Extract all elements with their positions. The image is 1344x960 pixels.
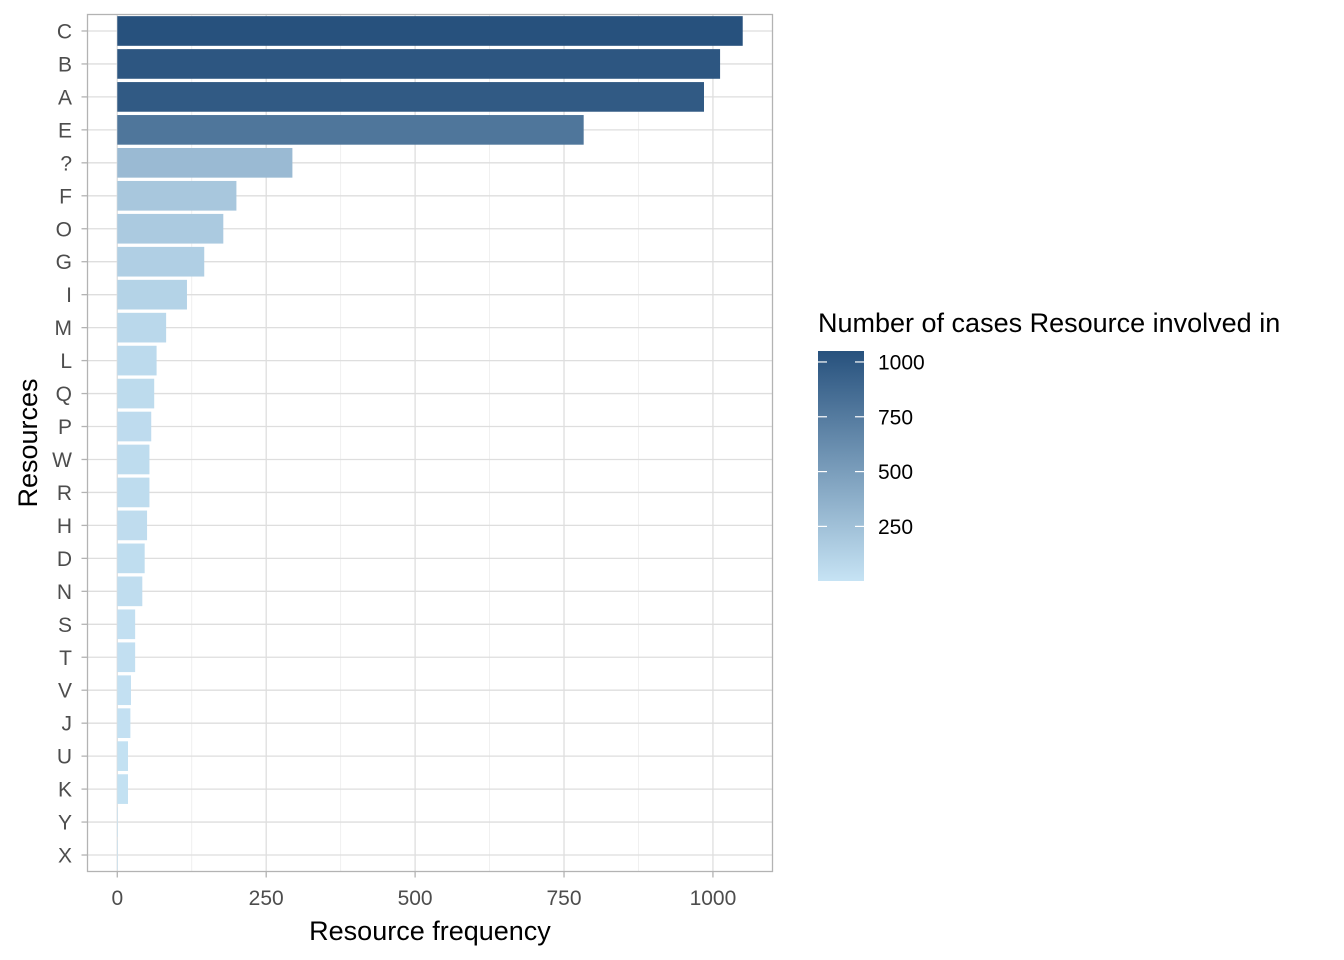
legend-tick-label: 500 [878,461,913,484]
bar-R [117,477,150,508]
y-tick-label: Q [56,383,72,406]
y-tick-label: Y [58,812,72,835]
bar-P [117,411,152,442]
x-axis: 0 250 500 750 1000 [111,871,737,910]
color-legend: Number of cases Resource involved in 100… [818,308,1280,581]
bar-I [117,279,187,310]
y-tick-label: U [57,746,72,769]
y-tick-label: X [58,845,72,868]
bar-D [117,543,145,574]
y-tick-label: H [57,515,72,538]
bar-H [117,510,148,541]
y-tick-label: W [52,449,72,472]
bar-K [117,774,129,804]
bar-Y [117,807,118,837]
y-tick-label: V [58,680,72,703]
y-tick-label: P [58,416,72,439]
legend-title: Number of cases Resource involved in [818,308,1280,338]
bar-O [117,213,224,244]
bar-B [117,49,721,79]
y-tick-label: ? [60,152,72,175]
bar-G [117,246,205,277]
bar-U [117,741,129,771]
legend-tick-label: 250 [878,516,913,539]
bar-J [117,708,131,739]
y-tick-label: I [66,284,72,307]
y-tick-label: G [56,251,72,274]
legend-tick-label: 1000 [878,351,925,374]
bar-E [117,115,584,145]
y-tick-label: L [60,350,72,373]
y-tick-label: S [58,614,72,637]
y-tick-label: J [62,713,73,736]
legend-colorbar [818,351,864,581]
legend-ticks: 1000 750 500 250 [818,351,925,539]
x-tick-label: 1000 [690,887,737,910]
plot-panel-border [86,13,774,873]
x-axis-title: Resource frequency [309,916,551,946]
x-tick-label: 750 [546,887,581,910]
y-tick-label: O [56,218,72,241]
y-tick-label: F [59,185,72,208]
bar-Q [117,378,155,409]
y-tick-label: C [57,20,72,43]
bar-S [117,609,136,640]
x-tick-label: 0 [111,887,123,910]
legend-tick-label: 750 [878,406,913,429]
bar-M [117,312,167,343]
bar-T [117,642,136,673]
bar-X [117,840,118,870]
y-axis-title: Resources [13,378,43,507]
x-tick-label: 250 [249,887,284,910]
y-tick-label: R [57,482,72,505]
y-tick-label: D [57,548,72,571]
y-tick-label: N [57,581,72,604]
bars [117,16,743,870]
bar-W [117,444,150,475]
bar-A [117,82,705,112]
bar-? [117,147,293,178]
x-tick-label: 500 [398,887,433,910]
bar-C [117,16,743,46]
y-tick-label: T [59,647,72,670]
y-tick-label: B [58,53,72,76]
y-tick-label: A [58,86,72,109]
bar-L [117,345,157,376]
y-tick-label: E [58,119,72,142]
bar-V [117,675,131,706]
y-tick-label: K [58,779,72,802]
bar-F [117,180,237,211]
bar-N [117,576,143,607]
y-tick-label: M [55,317,73,340]
